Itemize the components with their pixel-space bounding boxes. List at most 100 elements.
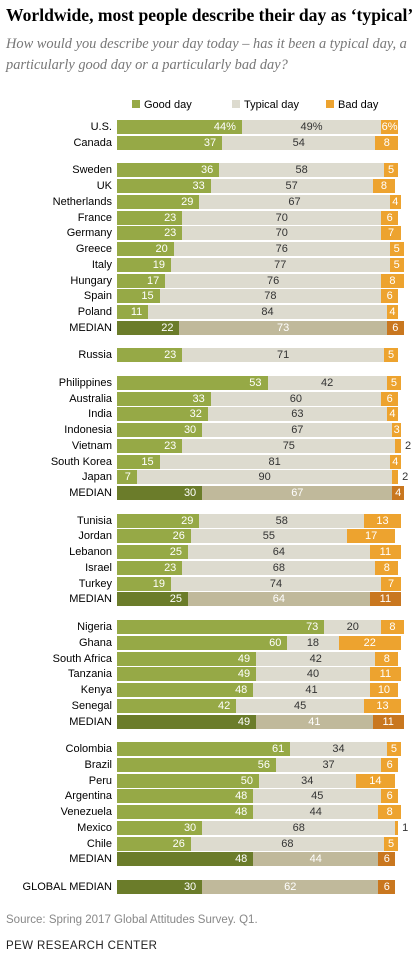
bar-segment-typical [256, 667, 370, 682]
bar-label-bad: 6 [383, 853, 390, 866]
bar-label-good: 53 [249, 376, 262, 389]
row-label: Italy [91, 258, 112, 271]
bar-label-good: 7 [124, 471, 131, 484]
bar-label-bad: 13 [376, 514, 389, 527]
row-label: Philippines [58, 376, 112, 389]
bar-segment-typical [290, 742, 387, 757]
bar-label-typical: 18 [306, 636, 320, 649]
bar-label-typical: 68 [292, 821, 305, 834]
bar-segment-bad [369, 683, 399, 697]
bar-segment-bad [381, 789, 399, 804]
bar-label-good: 11 [130, 306, 143, 319]
bar-label-bad: 4 [392, 195, 399, 208]
bar-segment-bad [355, 773, 396, 788]
bar-label-bad: 8 [386, 806, 393, 819]
bar-segment-good [117, 438, 183, 453]
bar-segment-bad [378, 805, 401, 820]
bar-segment-typical [148, 305, 387, 320]
bar-label-good: 29 [181, 514, 194, 527]
credit-line: PEW RESEARCH CENTER [6, 940, 158, 952]
bar-segment-typical [188, 592, 370, 607]
bar-label-good: 17 [147, 274, 160, 287]
row-label: MEDIAN [69, 593, 112, 606]
bar-label-good: 23 [164, 349, 177, 362]
bar-label-good: 29 [181, 195, 194, 208]
bar-label-typical: 78 [264, 290, 277, 303]
bar-label-bad: 8 [383, 561, 390, 574]
bar-label-good: 26 [172, 530, 185, 543]
bar-segment-typical [159, 454, 390, 469]
bar-segment-typical [199, 513, 365, 528]
bar-segment-typical [287, 635, 339, 650]
bar-segment-typical [253, 852, 379, 867]
row-label: Senegal [71, 699, 112, 712]
bar-segment-bad [392, 486, 404, 501]
bar-segment-typical [202, 423, 393, 438]
bar-segment-bad [389, 257, 404, 272]
bar-segment-good [117, 714, 257, 729]
bar-segment-typical [182, 348, 384, 363]
bar-label-bad: 8 [389, 621, 396, 633]
bar-label-bad: 14 [369, 774, 382, 787]
bar-segment-good [117, 789, 254, 804]
row-label: France [77, 211, 112, 224]
bar-segment-good [117, 375, 268, 390]
bar-label-good: 37 [203, 136, 217, 149]
legend-swatch-good [132, 100, 140, 108]
row-label: MEDIAN [69, 321, 112, 334]
bar-label-typical: 49% [300, 121, 323, 133]
bar-label-typical: 67 [291, 424, 304, 437]
bar-segment-typical [199, 194, 390, 209]
bar-label-bad: 5 [390, 743, 397, 756]
bar-segment-bad [381, 273, 404, 288]
bar-segment-good [117, 852, 254, 867]
bar-segment-typical [276, 757, 382, 772]
row-label: Greece [75, 243, 112, 256]
row-label: MEDIAN [69, 715, 112, 728]
bar-segment-good [117, 879, 203, 894]
bar-segment-bad [364, 698, 401, 713]
bar-segment-bad [383, 836, 399, 851]
bar-segment-typical [253, 683, 370, 697]
bar-segment-bad [381, 226, 401, 241]
row-label: Mexico [77, 821, 112, 834]
bar-label-good: 48 [235, 790, 248, 803]
bar-label-bad: 6 [386, 290, 393, 303]
bar-segment-good [117, 576, 171, 591]
bar-segment-good [117, 163, 220, 178]
bar-label-good: 26 [172, 837, 185, 850]
bar-label-good: 49 [237, 715, 251, 728]
row-label: South Korea [50, 455, 112, 468]
bar-label-typical: 70 [275, 227, 288, 240]
bar-label-typical: 20 [346, 621, 359, 633]
bar-label-good: 23 [164, 227, 177, 240]
bar-label-typical: 70 [275, 211, 288, 224]
bar-segment-bad [372, 714, 404, 729]
bar-label-bad: 6 [386, 392, 393, 405]
bar-segment-good [117, 820, 203, 835]
bar-label-bad: 7 [387, 577, 395, 590]
bar-segment-typical [170, 576, 382, 591]
bar-segment-bad [364, 513, 401, 528]
bar-label-good: 30 [183, 821, 197, 834]
bar-label-bad: 10 [377, 684, 391, 696]
bar-label-good: 32 [189, 408, 202, 421]
row-label: U.S. [90, 121, 112, 133]
bar-label-bad: 8 [383, 136, 390, 149]
bar-label-bad: 6 [392, 321, 399, 334]
bar-label-bad: 11 [382, 715, 394, 728]
row-label: Canada [73, 136, 112, 149]
bar-segment-bad [369, 667, 401, 682]
bar-segment-typical [207, 407, 387, 422]
bar-label-good: 44% [213, 121, 236, 133]
bar-segment-good [117, 257, 171, 272]
bar-label-good: 25 [169, 593, 182, 606]
bar-segment-good [117, 486, 203, 501]
bar-segment-typical [202, 820, 396, 835]
bar-segment-bad [383, 348, 399, 363]
row-label: UK [96, 180, 112, 193]
bar-label-typical: 34 [301, 774, 314, 787]
bar-label-typical: 68 [272, 561, 285, 574]
bar-label-bad: 6 [386, 211, 393, 224]
bar-label-good: 19 [152, 258, 165, 271]
